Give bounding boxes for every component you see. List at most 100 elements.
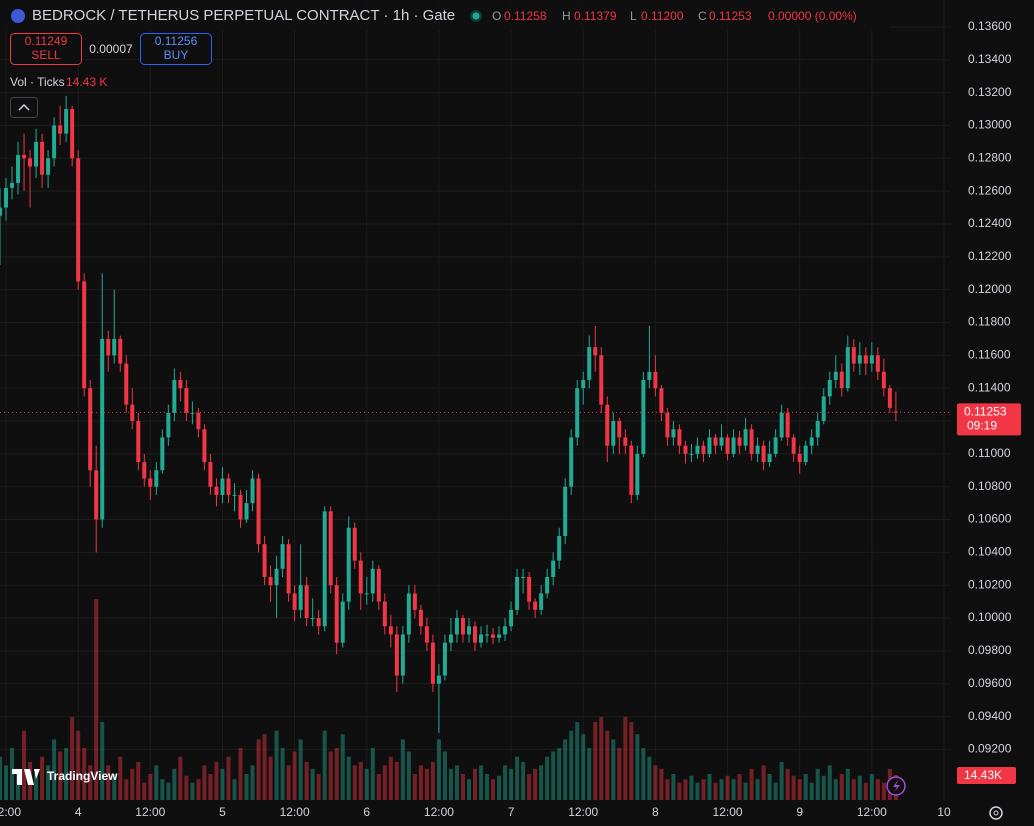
volume-bar: [130, 768, 135, 800]
candle-body: [605, 404, 610, 446]
sell-price: 0.11249: [25, 34, 68, 48]
y-tick-label: 0.09400: [968, 709, 1012, 723]
volume-bar: [659, 768, 664, 800]
candle-body: [112, 338, 117, 356]
candle-body: [160, 437, 165, 471]
volume-bar: [268, 756, 273, 800]
candle-body: [220, 478, 225, 495]
volume-bar: [52, 739, 57, 800]
x-tick-label: 6: [363, 805, 370, 819]
candle-body: [539, 593, 544, 610]
candle-body: [653, 371, 658, 389]
volume-bar: [460, 774, 465, 800]
candle-body: [593, 347, 598, 356]
candle-body: [94, 470, 99, 520]
sell-button[interactable]: [10, 33, 82, 65]
volume-bar: [382, 765, 387, 800]
candle-body: [887, 388, 892, 408]
volume-bar: [418, 765, 423, 800]
candle-body: [755, 445, 760, 454]
y-tick-label: 0.10200: [968, 577, 1012, 591]
volume-bar: [328, 751, 333, 800]
candle-body: [214, 486, 219, 495]
candle-body: [388, 626, 393, 635]
buy-button[interactable]: [140, 33, 212, 65]
volume-bar: [785, 768, 790, 800]
brand-logo: [12, 769, 40, 785]
volume-bar: [845, 768, 850, 800]
candle-body: [659, 388, 664, 413]
candle-body: [124, 363, 129, 405]
volume-bar: [695, 782, 700, 800]
x-tick-label: 8: [652, 805, 659, 819]
settings-button[interactable]: [989, 806, 1003, 820]
candle-body: [695, 445, 700, 454]
volume-bar: [202, 765, 207, 800]
candle-body: [587, 347, 592, 380]
y-tick-label: 0.12800: [968, 150, 1012, 164]
volume-bar: [791, 775, 796, 800]
volume-bar: [563, 739, 568, 800]
candle-body: [0, 207, 2, 216]
volume-bar: [0, 756, 2, 800]
candle-body: [869, 355, 874, 364]
y-tick-label: 0.12000: [968, 282, 1012, 296]
volume-bar: [400, 739, 405, 800]
low-label: L: [630, 9, 637, 23]
volume-bar: [809, 782, 814, 800]
volume-bar: [473, 768, 477, 800]
candle-body: [460, 618, 465, 635]
volume-bar: [448, 768, 453, 800]
volume-bar: [364, 768, 369, 800]
candle-body: [689, 453, 694, 455]
volume-bar: [106, 765, 111, 800]
volume-bar: [617, 748, 622, 800]
candle-body: [430, 642, 435, 684]
candle-body: [803, 445, 808, 463]
status-dot: [472, 12, 480, 20]
volume-bar: [64, 748, 69, 800]
volume-bar: [815, 768, 820, 800]
x-tick-label: 12:00: [0, 805, 21, 819]
volume-bar: [683, 779, 688, 800]
candle-body: [364, 593, 369, 595]
y-tick-label: 0.09800: [968, 643, 1012, 657]
candle-body: [857, 355, 862, 364]
brand-name: TradingView: [47, 769, 118, 783]
x-tick-label: 10: [937, 805, 951, 819]
volume-bar: [857, 775, 862, 800]
candle-body: [563, 486, 568, 536]
candle-body: [394, 634, 399, 676]
candle-body: [785, 412, 790, 438]
volume-bar: [466, 779, 471, 800]
candle-body: [466, 626, 471, 635]
candle-body: [238, 494, 243, 520]
volume-bar: [587, 748, 592, 800]
candle-body: [292, 593, 297, 610]
candle-body: [322, 511, 327, 627]
high-label: H: [562, 9, 571, 23]
volume-bar: [250, 765, 255, 800]
y-tick-label: 0.11400: [968, 380, 1011, 394]
candle-body: [226, 478, 231, 495]
candle-body: [845, 347, 850, 389]
volume-bar: [406, 751, 411, 800]
candle-body: [196, 412, 201, 430]
volume-bar: [677, 782, 682, 800]
collapse-button[interactable]: [10, 97, 38, 118]
candle-body: [581, 379, 586, 389]
high-value: 0.11379: [574, 9, 617, 23]
volume-bar: [755, 779, 760, 800]
symbol-logo: [11, 9, 25, 23]
candle-body: [316, 618, 321, 627]
last-price-tag: [957, 403, 1021, 436]
candle-body: [40, 141, 45, 175]
volume-bar: [334, 748, 339, 800]
volume-bar: [827, 765, 832, 800]
volume-bar: [166, 782, 171, 800]
volume-bar: [665, 779, 670, 800]
spread: 0.00007: [89, 42, 133, 56]
candle-body: [863, 355, 868, 364]
volume-bar: [244, 774, 249, 800]
